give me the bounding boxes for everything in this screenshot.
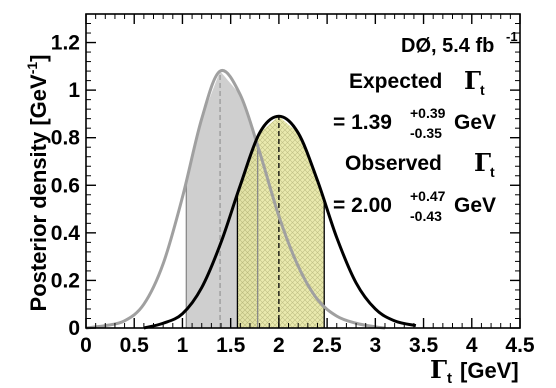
observed-unit: GeV [454,194,496,217]
x-axis-label-unit: [GeV] [460,358,519,383]
x-tick-label-6: 3 [369,334,381,357]
observed-title: Observed [345,152,442,175]
expected-gamma: Γ [464,66,481,95]
x-axis-label: Γ t [GeV] [430,355,519,387]
experiment-exponent: -1 [506,29,518,44]
x-tick-label-5: 2.5 [313,334,343,357]
x-tick-label-3: 1.5 [216,334,246,357]
x-axis-label-symbol: Γ [430,355,447,384]
expected-unit: GeV [454,111,496,134]
y-axis-label-close: ] [26,55,51,62]
expected-curve [85,68,386,330]
observed-gamma: Γ [474,148,491,177]
y-tick-label-5: 1 [68,79,80,102]
observed-uncertainty-down: -0.43 [410,208,442,224]
x-tick-label-0: 0 [80,334,92,357]
y-tick-label-4: 0.8 [51,127,81,150]
expected-gamma-sub: t [480,82,485,98]
x-axis-label-subscript: t [447,370,452,387]
x-tick-label-9: 4.5 [505,334,535,357]
expected-uncertainty-up: +0.39 [410,105,446,121]
svg-text:Posterior density [GeV-1]: Posterior density [GeV-1] [24,55,51,312]
expected-title: Expected [349,70,442,93]
y-tick-label-2: 0.4 [51,222,81,245]
plot-frame [85,13,521,329]
y-tick-label-3: 0.6 [51,174,80,197]
observed-value: = 2.00 [333,194,392,217]
observed-gamma-sub: t [490,164,495,180]
expected-uncertainty-down: -0.35 [410,125,442,141]
observed-uncertainty-up: +0.47 [410,188,446,204]
observed-curve [143,114,417,330]
x-tick-label-1: 0.5 [120,334,150,357]
x-tick-label-8: 4 [466,334,478,357]
annotations: DØ, 5.4 fb -1 Expected Γ t = 1.39 +0.39 … [333,29,518,224]
expected-value: = 1.39 [333,111,392,134]
y-tick-label-1: 0.2 [51,269,80,292]
x-tick-label-7: 3.5 [409,334,439,357]
y-tick-label-0: 0 [68,317,80,340]
y-axis-label-text: Posterior density [GeV [26,74,51,312]
x-tick-label-4: 2 [273,334,285,357]
y-tick-label-6: 1.2 [51,32,80,55]
x-tick-label-2: 1 [177,334,189,357]
experiment-label: DØ, 5.4 fb [401,35,494,57]
y-axis-label: Posterior density [GeV-1] [24,55,51,312]
y-axis-label-exponent: -1 [24,62,40,75]
plot-area: 0 0.5 1 1.5 2 2.5 3 3.5 4 4.5 0 0.2 0.4 0.6 0.8 1 1.2 [51,13,535,357]
